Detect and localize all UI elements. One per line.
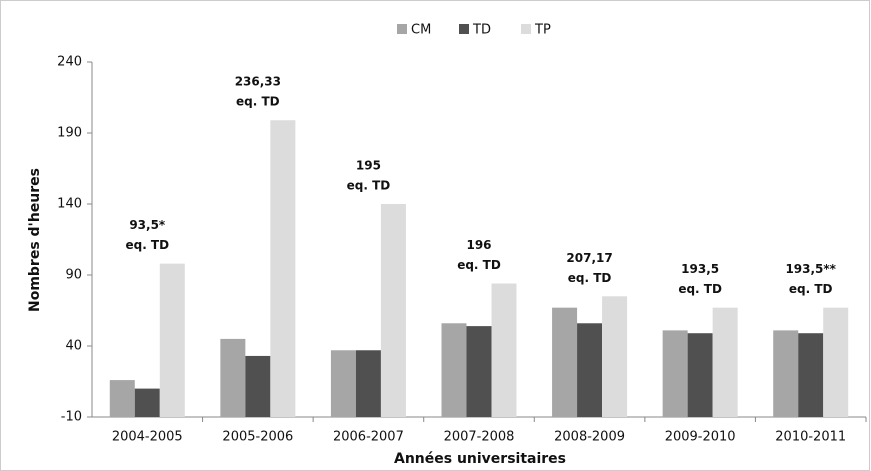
bar [109, 380, 135, 417]
x-tick-label: 2007-2008 [444, 430, 515, 445]
bar [773, 330, 799, 417]
annotation: eq. TD [125, 238, 169, 252]
legend-swatch [521, 24, 531, 34]
annotation: eq. TD [347, 179, 391, 193]
y-tick-label: 240 [57, 55, 82, 70]
annotation: 195 [356, 159, 381, 173]
y-axis-label: Nombres d'heures [27, 168, 43, 312]
bar [380, 204, 406, 417]
y-tick-label: -10 [61, 410, 82, 425]
bar [662, 330, 688, 417]
x-tick-label: 2008-2009 [554, 430, 625, 445]
y-tick-label: 140 [57, 197, 82, 212]
bar [330, 350, 356, 417]
x-tick-label: 2006-2007 [333, 430, 404, 445]
bar [687, 333, 713, 417]
bar [270, 120, 296, 417]
bar [798, 333, 824, 417]
annotation: eq. TD [678, 282, 722, 296]
bar [466, 326, 492, 417]
legend-label: CM [411, 23, 431, 38]
bar [491, 283, 517, 417]
bar [355, 350, 381, 417]
y-tick-label: 40 [65, 339, 82, 354]
annotation: 193,5 [681, 262, 719, 276]
x-tick-label: 2004-2005 [112, 430, 183, 445]
bar [552, 307, 578, 417]
annotation: eq. TD [236, 95, 280, 109]
annotation: eq. TD [568, 271, 612, 285]
annotation: 193,5** [785, 262, 836, 276]
bar [712, 307, 738, 417]
legend-swatch [397, 24, 407, 34]
bar [220, 338, 246, 417]
annotation: eq. TD [457, 258, 501, 272]
y-tick-label: 90 [65, 268, 82, 283]
bar [823, 307, 849, 417]
bar [245, 355, 271, 417]
annotation: 196 [466, 238, 491, 252]
bar [159, 263, 185, 417]
annotation: 236,33 [235, 75, 281, 89]
x-axis-label: Années universitaires [394, 451, 566, 467]
annotation: eq. TD [789, 282, 833, 296]
legend-swatch [459, 24, 469, 34]
bar [577, 323, 603, 417]
x-tick-label: 2010-2011 [775, 430, 846, 445]
legend-label: TD [472, 23, 491, 38]
annotation: 93,5* [129, 218, 166, 232]
annotation: 207,17 [566, 251, 612, 265]
legend-label: TP [534, 23, 551, 38]
x-tick-label: 2005-2006 [222, 430, 293, 445]
y-tick-label: 190 [57, 126, 82, 141]
bar [441, 323, 467, 417]
bar [602, 296, 628, 417]
x-tick-label: 2009-2010 [665, 430, 736, 445]
bar [134, 388, 160, 417]
